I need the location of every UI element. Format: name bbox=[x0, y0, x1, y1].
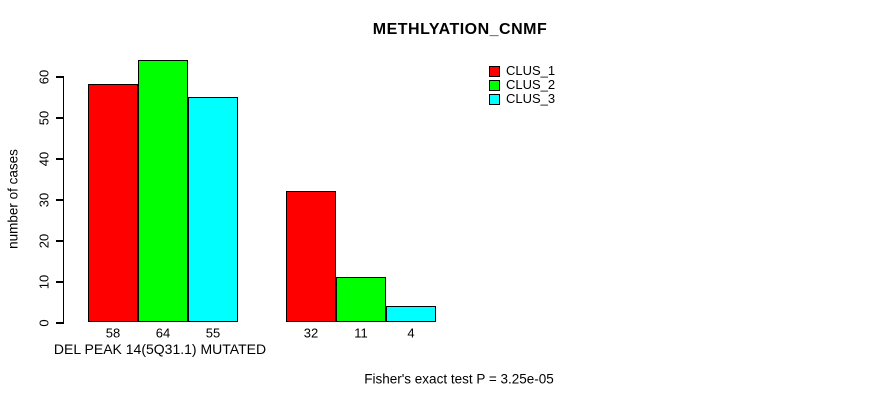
bar-value-label: 11 bbox=[354, 325, 368, 341]
legend-label: CLUS_2 bbox=[506, 77, 556, 92]
y-axis-tick bbox=[55, 240, 63, 242]
legend-entry: CLUS_2 bbox=[489, 78, 555, 92]
bar-value-label: 4 bbox=[407, 325, 415, 341]
legend-swatch-clus_1 bbox=[489, 65, 500, 77]
bar-clus_3-group2 bbox=[386, 305, 436, 322]
bar-clus_2-group2 bbox=[336, 276, 386, 322]
footer-annotation: Fisher's exact test P = 3.25e-05 bbox=[364, 371, 554, 387]
chart-title: METHLYATION_CNMF bbox=[372, 21, 548, 38]
bar-clus_1-group1 bbox=[88, 84, 138, 322]
y-axis-tick-label: 50 bbox=[36, 110, 52, 125]
bar-clus_3-group1 bbox=[188, 96, 238, 322]
y-axis-tick bbox=[55, 117, 63, 119]
legend-swatch-clus_2 bbox=[489, 79, 500, 91]
y-axis-tick-label: 20 bbox=[36, 233, 52, 248]
y-axis-tick bbox=[55, 76, 63, 78]
y-axis-line bbox=[62, 76, 64, 324]
bar-value-label: 32 bbox=[303, 325, 319, 341]
legend-swatch-clus_3 bbox=[489, 93, 500, 105]
y-axis-tick-label: 10 bbox=[36, 274, 52, 289]
bar-clus_2-group1 bbox=[138, 59, 188, 322]
bar-value-label: 58 bbox=[105, 325, 121, 341]
bar-value-label: 55 bbox=[205, 325, 221, 341]
bar-value-label: 64 bbox=[155, 325, 171, 341]
y-axis-tick bbox=[55, 322, 63, 324]
y-axis-tick bbox=[55, 199, 63, 201]
legend-entry: CLUS_3 bbox=[489, 92, 555, 106]
x-axis-label: DEL PEAK 14(5Q31.1) MUTATED bbox=[53, 341, 267, 357]
y-axis-tick bbox=[55, 158, 63, 160]
y-axis-tick-label: 40 bbox=[36, 151, 52, 166]
legend-label: CLUS_1 bbox=[506, 63, 556, 78]
y-axis-tick-label: 30 bbox=[36, 192, 52, 207]
bar-clus_1-group2 bbox=[286, 190, 336, 322]
legend-entry: CLUS_1 bbox=[489, 64, 555, 78]
y-axis-tick bbox=[55, 281, 63, 283]
legend-label: CLUS_3 bbox=[506, 91, 556, 106]
legend: CLUS_1 CLUS_2 CLUS_3 bbox=[489, 64, 555, 106]
y-axis-tick-label: 60 bbox=[36, 69, 52, 84]
y-axis-tick-label: 0 bbox=[36, 318, 52, 327]
y-axis-label: number of cases bbox=[5, 149, 21, 249]
